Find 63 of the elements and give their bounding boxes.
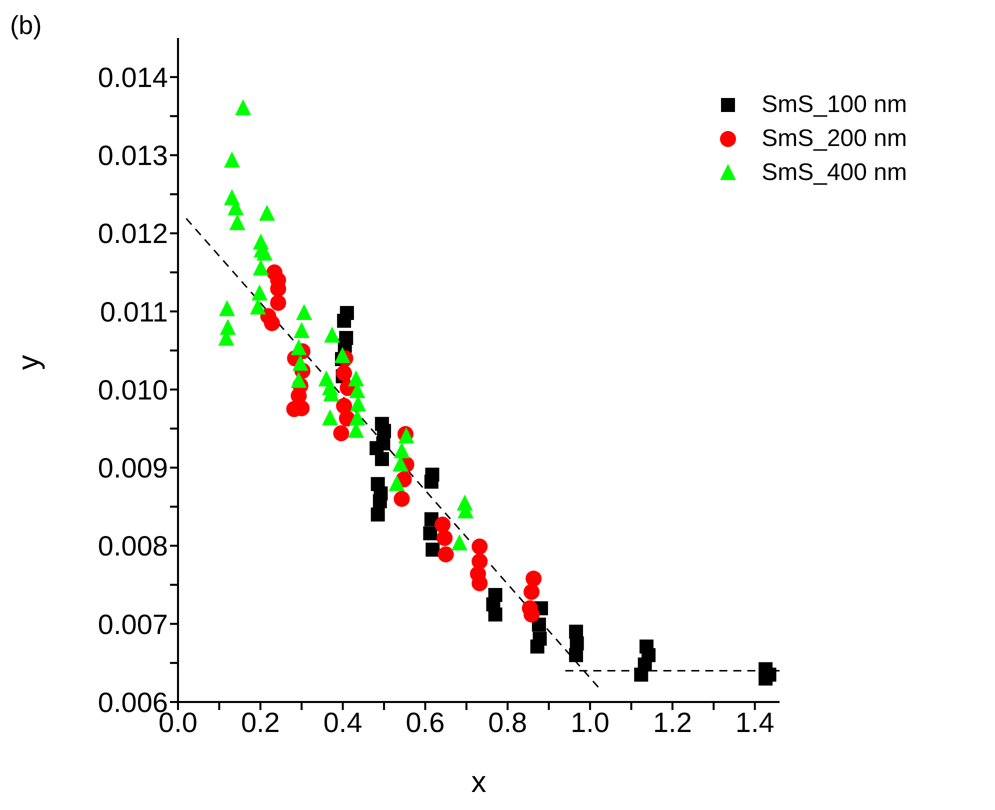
point <box>290 339 307 356</box>
point <box>229 214 246 230</box>
y-tick-label: 0.014 <box>98 62 168 93</box>
point <box>294 322 310 338</box>
point <box>296 304 312 320</box>
x-tick-label: 0.2 <box>240 706 280 738</box>
point <box>569 648 584 662</box>
point <box>349 409 366 426</box>
point <box>634 668 648 682</box>
x-tick-label: 0.8 <box>488 706 528 738</box>
point <box>436 530 453 546</box>
point <box>250 298 266 315</box>
point <box>423 526 438 540</box>
point <box>526 570 542 587</box>
x-tick-label: 1.0 <box>570 706 610 738</box>
point <box>334 346 350 363</box>
point <box>370 508 385 522</box>
point <box>219 300 236 316</box>
y-tick-label: 0.011 <box>100 296 168 328</box>
point <box>394 442 410 458</box>
point <box>451 534 468 550</box>
point <box>426 542 440 557</box>
point <box>524 584 540 600</box>
point <box>290 372 307 388</box>
point <box>374 452 389 466</box>
x-axis-title: x <box>471 766 486 799</box>
y-tick-label: 0.010 <box>98 374 168 406</box>
point <box>434 516 451 533</box>
point <box>322 409 338 426</box>
point <box>235 99 252 116</box>
x-tick-label: 1.2 <box>652 706 692 738</box>
point <box>337 314 352 328</box>
point <box>224 152 240 168</box>
point <box>438 546 454 562</box>
x-tick-label: 1.4 <box>735 706 774 738</box>
x-tick-label: 0.6 <box>406 706 445 738</box>
point <box>348 370 364 386</box>
text: (b) <box>10 10 42 41</box>
y-tick-label: 0.013 <box>98 140 168 172</box>
point <box>388 475 405 492</box>
point <box>264 315 280 332</box>
y-tick-label: 0.012 <box>98 218 168 250</box>
y-tick-label: 0.007 <box>98 608 168 640</box>
point <box>270 294 286 311</box>
point <box>472 538 488 555</box>
point <box>259 204 276 221</box>
legend-label: SmS_200 nm <box>762 125 907 153</box>
point <box>252 259 269 276</box>
point <box>394 490 410 507</box>
point <box>333 425 350 442</box>
point <box>488 608 502 622</box>
point <box>424 474 438 489</box>
legend-label: SmS_400 nm <box>762 159 907 187</box>
y-axis-title: y <box>12 355 46 370</box>
x-tick-label: 0.4 <box>323 706 362 738</box>
point <box>324 326 340 343</box>
y-tick-label: 0.008 <box>98 530 168 562</box>
point <box>336 365 352 382</box>
y-tick-label: 0.009 <box>98 452 168 484</box>
point <box>292 354 308 371</box>
point <box>252 284 268 300</box>
point <box>530 640 544 654</box>
legend-label: SmS_100 nm <box>762 91 907 119</box>
